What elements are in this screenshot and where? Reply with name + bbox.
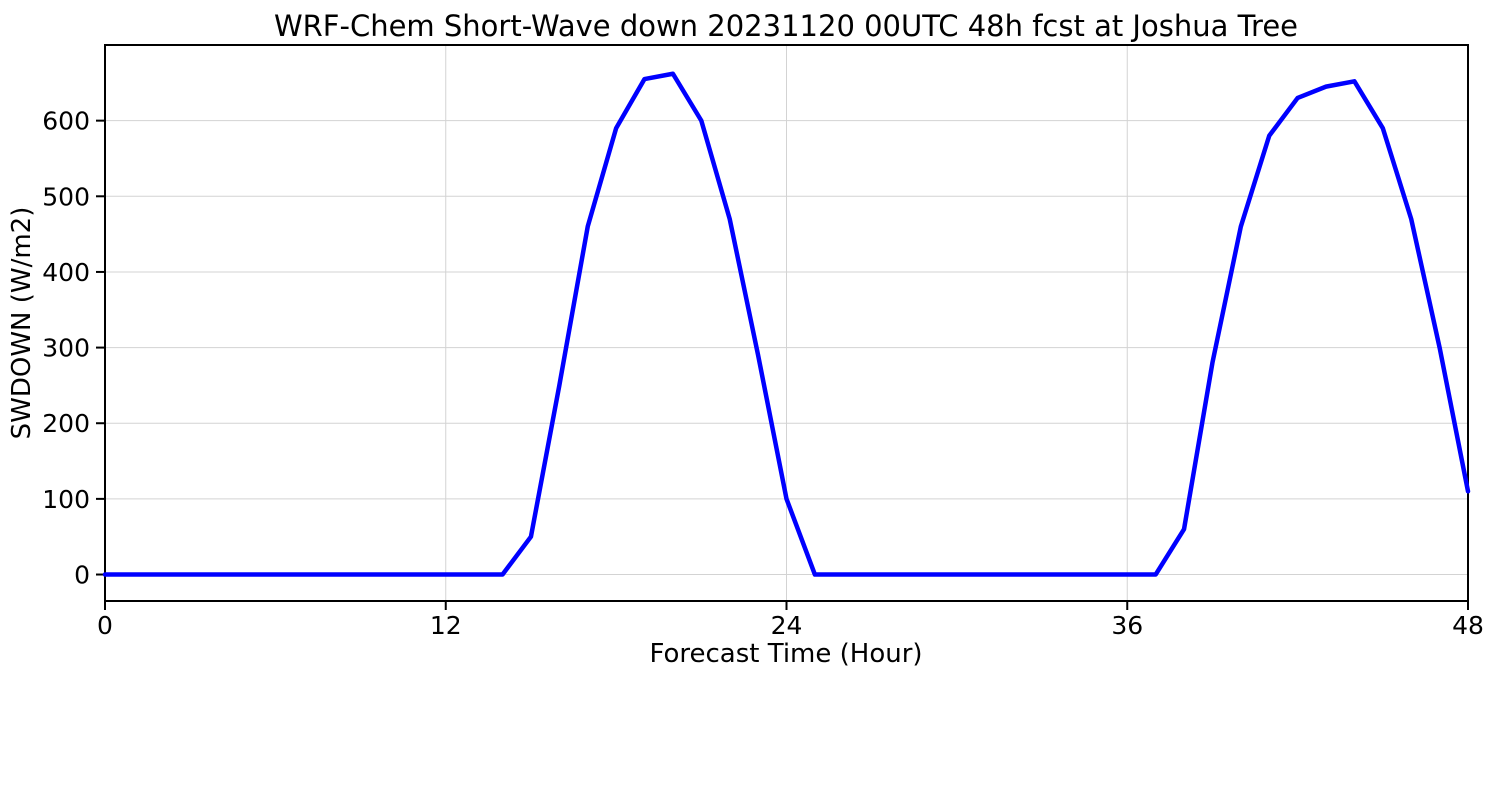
x-axis-label: Forecast Time (Hour) <box>649 639 922 669</box>
y-tick-label: 300 <box>42 334 90 363</box>
chart-title: WRF-Chem Short-Wave down 20231120 00UTC … <box>274 9 1298 43</box>
x-tick-label: 0 <box>97 611 113 640</box>
y-tick-label: 200 <box>42 409 90 438</box>
x-tick-label: 48 <box>1452 611 1484 640</box>
x-tick-label: 36 <box>1111 611 1143 640</box>
y-axis-label: SWDOWN (W/m2) <box>7 207 37 440</box>
y-tick-label: 400 <box>42 258 90 287</box>
swdown-series-line <box>102 71 1471 577</box>
y-tick-label: 500 <box>42 182 90 211</box>
x-tick-label: 12 <box>430 611 462 640</box>
x-tick-label: 24 <box>771 611 803 640</box>
y-tick-label: 100 <box>42 485 90 514</box>
plot-area: 0 12 24 36 48 0 100 200 300 400 500 600 <box>42 44 1484 640</box>
y-tick-label: 600 <box>42 107 90 136</box>
y-tick-label: 0 <box>74 561 90 590</box>
